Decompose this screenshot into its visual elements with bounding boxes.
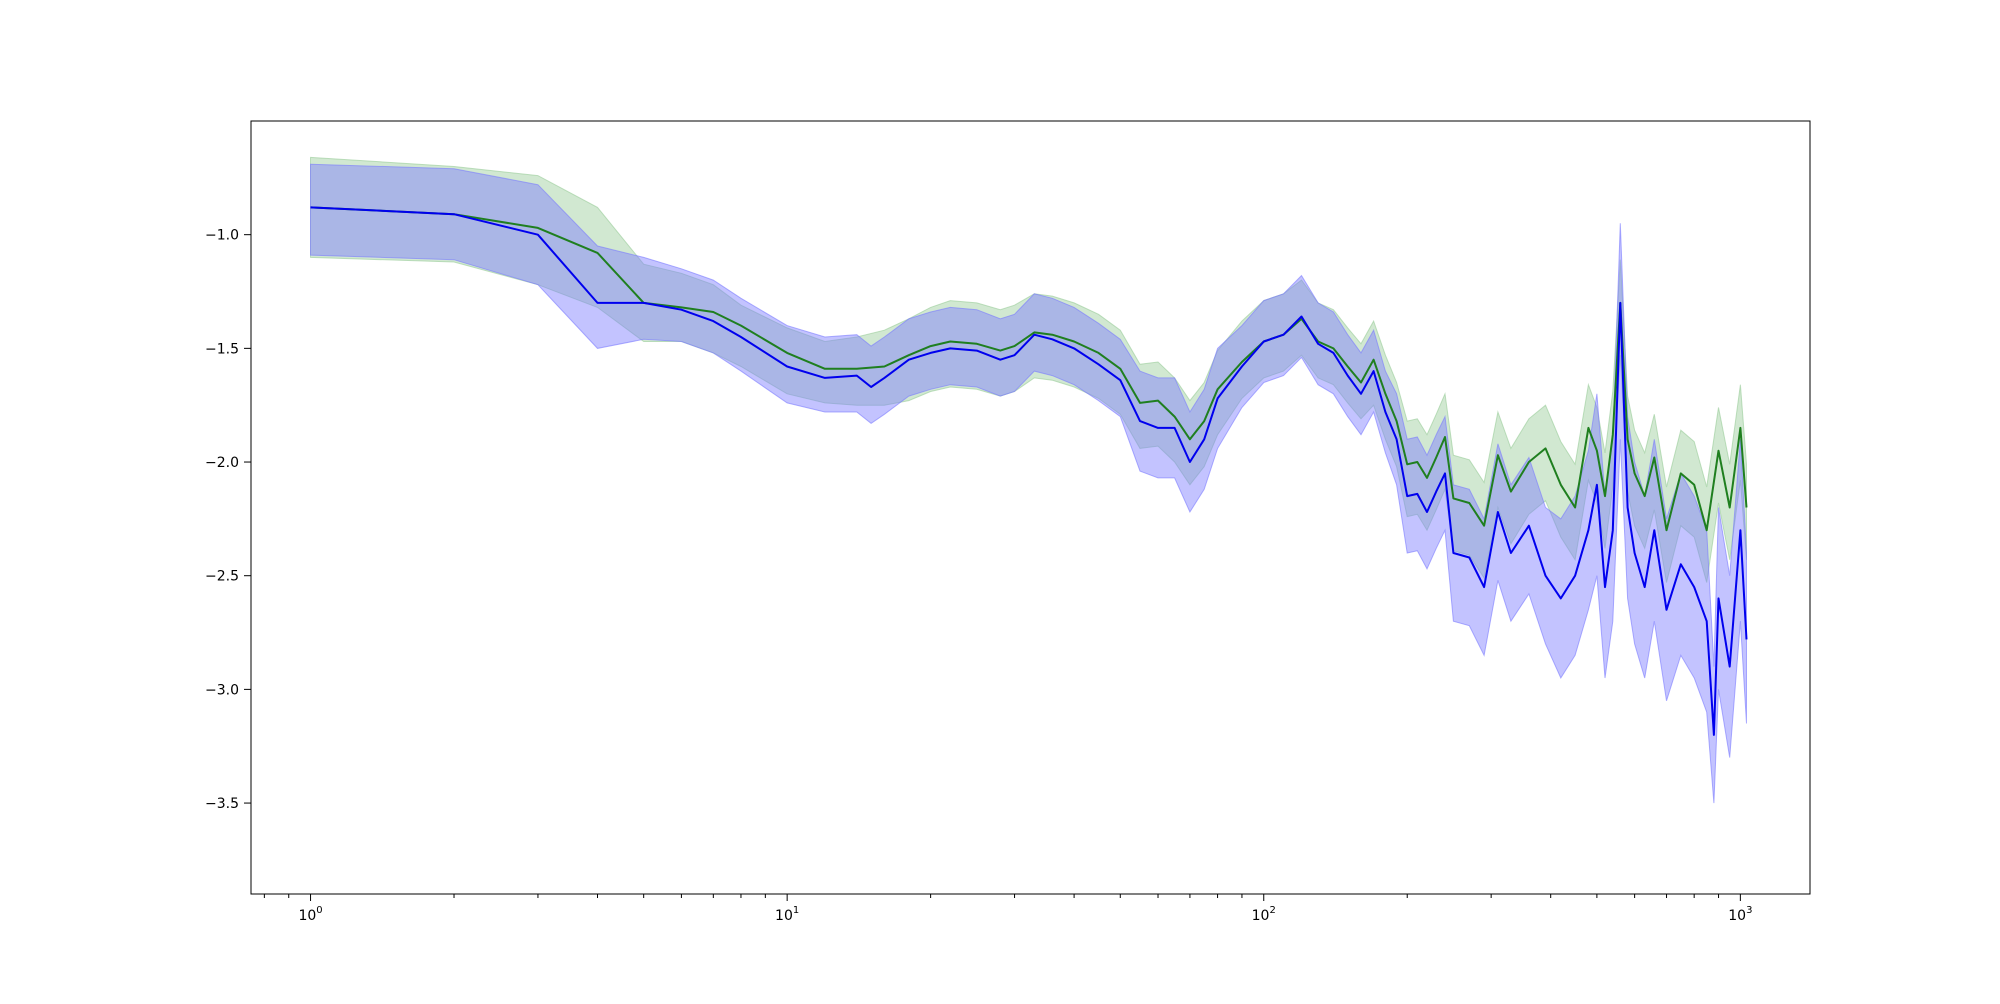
x-tick-label: 100 [298,905,322,924]
y-tick-label: −1.0 [205,228,239,244]
x-tick-label: 103 [1728,905,1752,924]
x-tick-label: 102 [1252,905,1276,924]
plot-area [310,156,1748,804]
series-line-1 [310,206,1748,736]
y-tick-label: −3.5 [205,796,239,812]
y-tick-label: −2.0 [205,455,239,471]
y-axis: −1.0 −1.5 −2.0 −2.5 −3.0 −3.5 [205,228,251,812]
y-tick-label: −1.5 [205,341,239,357]
x-axis: 100 101 102 103 [263,894,1752,924]
x-tick-label: 101 [775,905,799,924]
confidence-band-1 [310,163,1747,804]
y-tick-label: −3.0 [205,682,239,698]
y-tick-label: −2.5 [205,569,239,585]
axes-frame [250,120,1811,895]
